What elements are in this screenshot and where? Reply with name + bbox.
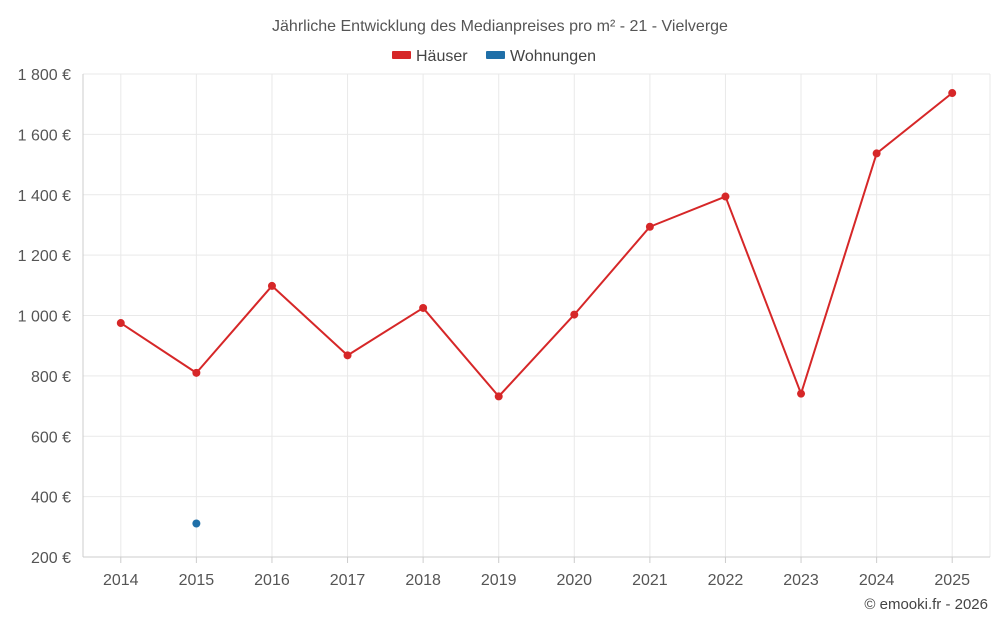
- y-tick-label: 1 000 €: [18, 309, 71, 326]
- x-tick-label: 2022: [708, 572, 744, 589]
- y-tick-label: 1 600 €: [18, 127, 71, 144]
- x-tick-label: 2015: [179, 572, 215, 589]
- x-tick-label: 2020: [556, 572, 592, 589]
- y-tick-label: 1 800 €: [18, 67, 71, 84]
- data-point-wohnungen-2015[interactable]: [192, 519, 201, 528]
- legend-item-wohnungen[interactable]: Wohnungen: [486, 48, 596, 65]
- grid: [83, 73, 991, 557]
- legend-item-haeuser[interactable]: Häuser: [392, 48, 468, 65]
- y-tick-label: 600 €: [31, 429, 71, 446]
- y-tick-label: 1 200 €: [18, 248, 71, 265]
- x-tick-label: 2025: [934, 572, 970, 589]
- legend[interactable]: Häuser Wohnungen: [392, 48, 596, 65]
- data-point-haeuser-2023[interactable]: [797, 389, 806, 398]
- x-tick-label: 2014: [103, 572, 139, 589]
- data-point-haeuser-2020[interactable]: [570, 310, 579, 319]
- legend-swatch-wohnungen: [486, 51, 505, 59]
- credit-text: © emooki.fr - 2026: [864, 596, 988, 613]
- chart-title: Jährliche Entwicklung des Medianpreises …: [272, 18, 728, 35]
- data-point-haeuser-2017[interactable]: [343, 351, 352, 360]
- y-tick-label: 200 €: [31, 550, 71, 567]
- data-point-haeuser-2018[interactable]: [419, 303, 428, 312]
- legend-label-wohnungen: Wohnungen: [510, 48, 596, 65]
- x-tick-label: 2017: [330, 572, 366, 589]
- y-tick-label: 400 €: [31, 490, 71, 507]
- x-tick-label: 2018: [405, 572, 441, 589]
- data-point-haeuser-2024[interactable]: [872, 149, 881, 158]
- data-point-haeuser-2021[interactable]: [645, 222, 654, 231]
- data-point-haeuser-2016[interactable]: [267, 281, 276, 290]
- data-point-haeuser-2015[interactable]: [192, 368, 201, 377]
- data-point-haeuser-2025[interactable]: [948, 89, 957, 98]
- x-tick-label: 2024: [859, 572, 895, 589]
- x-tick-label: 2021: [632, 572, 668, 589]
- axes: 200 € 400 € 600 € 800 € 1 000 € 1 200 € 1 400 …: [18, 67, 990, 589]
- data-point-haeuser-2019[interactable]: [494, 392, 503, 401]
- legend-label-haeuser: Häuser: [416, 48, 468, 65]
- legend-swatch-haeuser: [392, 51, 411, 59]
- series-line-haeuser: [120, 92, 953, 398]
- x-tick-label: 2019: [481, 572, 517, 589]
- series: [116, 89, 957, 528]
- data-point-haeuser-2014[interactable]: [116, 319, 125, 328]
- x-tick-label: 2023: [783, 572, 819, 589]
- y-tick-label: 1 400 €: [18, 188, 71, 205]
- data-point-haeuser-2022[interactable]: [721, 192, 730, 201]
- x-tick-label: 2016: [254, 572, 290, 589]
- y-tick-label: 800 €: [31, 369, 71, 386]
